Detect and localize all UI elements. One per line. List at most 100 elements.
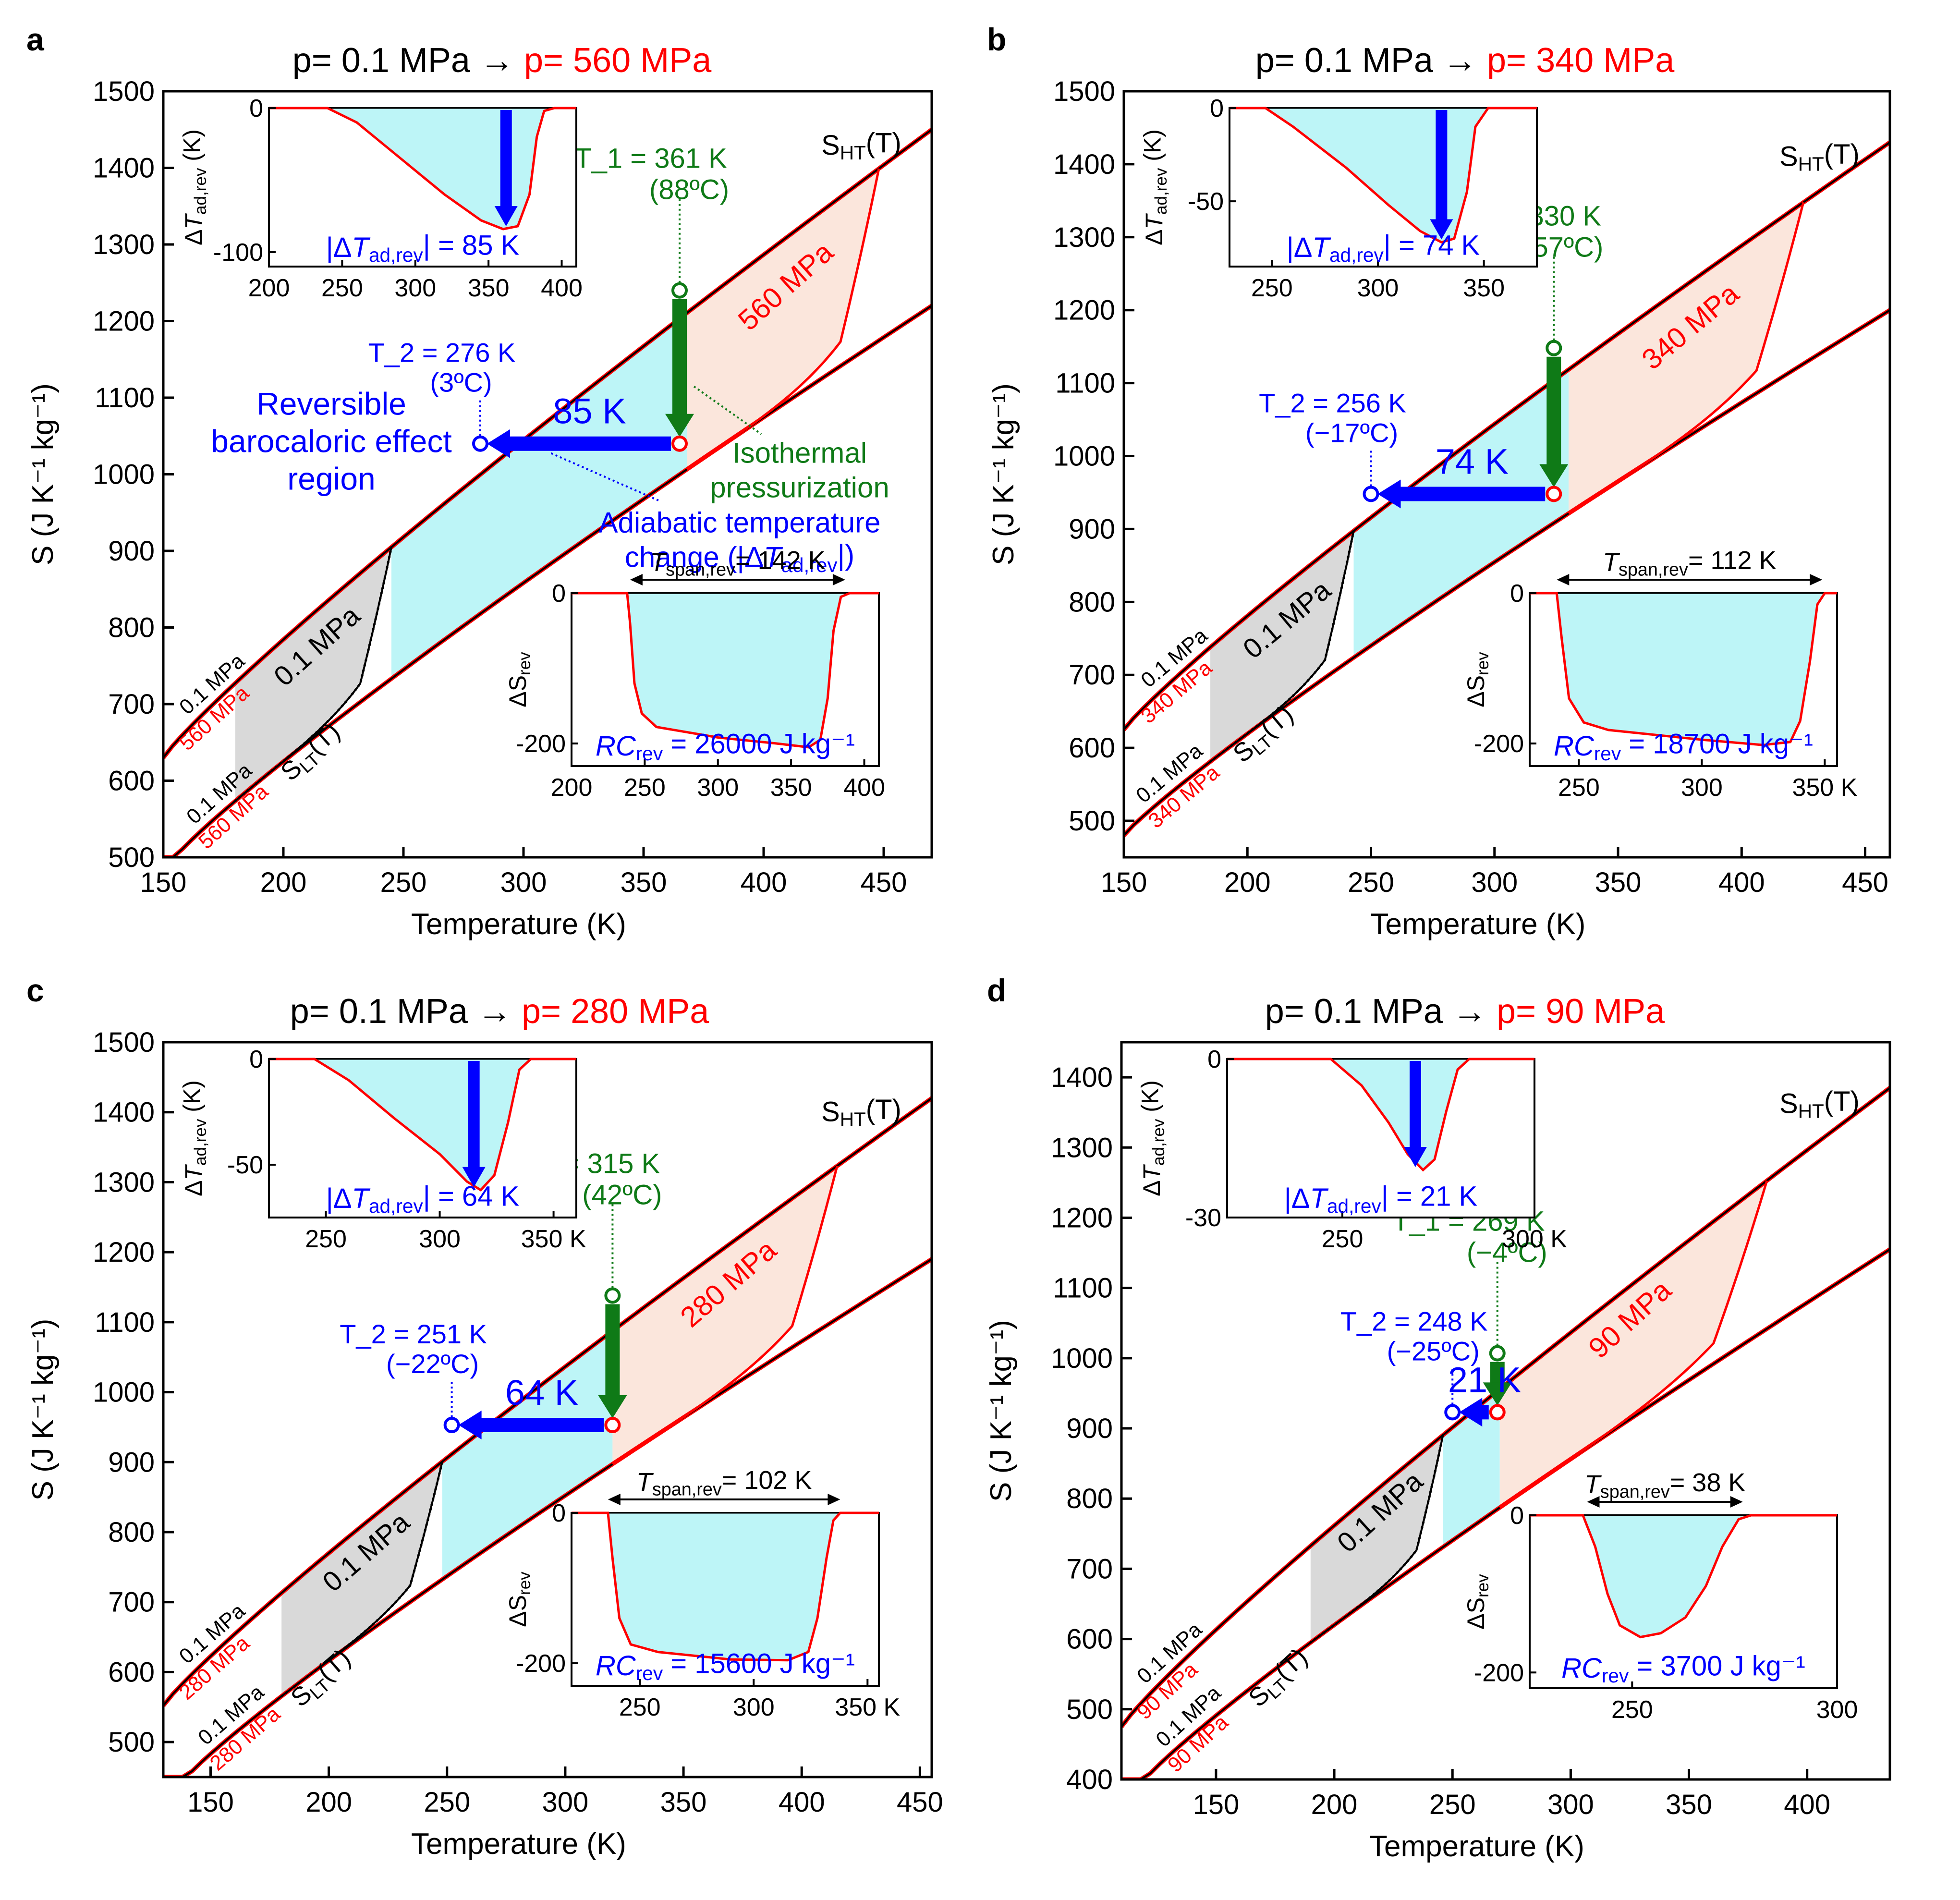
t1-celsius-label: (−4ºC) bbox=[1467, 1237, 1547, 1268]
inset-fill bbox=[1530, 593, 1837, 745]
t1-point bbox=[1546, 340, 1562, 356]
inset-x-tick-label: 350 bbox=[1463, 274, 1505, 302]
text-part: = 18700 J kg⁻¹ bbox=[1621, 729, 1813, 760]
inset-arrow-head bbox=[462, 1167, 486, 1187]
text-part: Δ bbox=[180, 1180, 207, 1196]
panel-c-plot: 150 200 250 300 350 400 450 500 600 700 800 900 1000… bbox=[26, 1027, 943, 1861]
isothermal-arrow-head bbox=[598, 1395, 627, 1419]
inset-y-tick-label: -100 bbox=[213, 239, 263, 267]
y-tick-label: 1500 bbox=[93, 76, 155, 107]
t2-label: T_2 = 251 K bbox=[340, 1319, 487, 1349]
text-subscript: span,rev bbox=[1619, 560, 1688, 580]
t2-celsius-label: (3ºC) bbox=[430, 367, 492, 398]
x-axis-label: Temperature (K) bbox=[411, 908, 626, 941]
text-part: Δ bbox=[1462, 1613, 1489, 1629]
y-tick-label: 800 bbox=[108, 612, 155, 644]
y-tick-label: 1200 bbox=[93, 306, 155, 337]
text-part: = 15600 J kg⁻¹ bbox=[663, 1648, 855, 1680]
pressurized-point bbox=[1546, 486, 1562, 502]
text-part: | = 21 K bbox=[1381, 1181, 1478, 1212]
y-tick-label: 500 bbox=[1066, 1694, 1113, 1725]
text-symbol: T bbox=[352, 232, 371, 263]
inset-curve bbox=[1530, 592, 1837, 746]
inset-x-tick-label: 250 bbox=[305, 1225, 347, 1253]
inset-y-tick-label: 0 bbox=[249, 95, 263, 122]
y-tick-label: 700 bbox=[1066, 1553, 1113, 1584]
text-symbol: T bbox=[180, 213, 207, 229]
x-tick-label: 400 bbox=[779, 1787, 825, 1818]
pressurized-point bbox=[1489, 1404, 1506, 1421]
y-tick-label: 1300 bbox=[93, 229, 155, 260]
text-part: (T) bbox=[866, 128, 901, 159]
pressurized-point bbox=[604, 1417, 621, 1434]
panel-d: d p= 0.1 MPa → p= 90 MPa bbox=[987, 973, 1665, 1031]
panel-title: p= 0.1 MPa → p= 280 MPa bbox=[290, 992, 709, 1031]
text-subscript: rev bbox=[1473, 1574, 1492, 1597]
x-axis-label: Temperature (K) bbox=[1369, 1830, 1584, 1863]
y-tick-label: 1100 bbox=[1055, 368, 1115, 399]
hysteresis-region-low-p bbox=[1210, 527, 1359, 762]
sht-curve bbox=[163, 129, 932, 758]
x-tick-label: 200 bbox=[1224, 867, 1271, 898]
hysteresis-region-high-p bbox=[1569, 199, 1809, 513]
y-tick-label: 500 bbox=[108, 842, 155, 873]
inset-x-tick-label: 200 bbox=[248, 274, 290, 302]
inset-x-tick-label: 250 bbox=[619, 1693, 661, 1721]
inset-curve bbox=[572, 592, 879, 749]
y-tick-label: 800 bbox=[1066, 1483, 1113, 1514]
title-low-pressure: p= 0.1 MPa → bbox=[292, 41, 524, 80]
adiabatic-arrow-head bbox=[458, 1411, 482, 1440]
inset-y-label: ΔSrev bbox=[1462, 1574, 1492, 1630]
y-tick-label: 1100 bbox=[1053, 1273, 1113, 1304]
inset-x-tick-label: 250 bbox=[1558, 774, 1600, 802]
text-symbol: S bbox=[1779, 1088, 1798, 1119]
t1-point bbox=[604, 1287, 621, 1304]
title-high-pressure: p= 340 MPa bbox=[1487, 41, 1675, 80]
y-tick-label: 400 bbox=[1066, 1764, 1113, 1795]
text-symbol: S bbox=[504, 1595, 531, 1611]
plot-body bbox=[1121, 1086, 1890, 1779]
y-tick-label: 700 bbox=[108, 689, 155, 720]
x-tick-label: 300 bbox=[500, 867, 547, 898]
transition-curve-high-p bbox=[686, 168, 880, 471]
y-tick-label: 1000 bbox=[93, 1377, 155, 1408]
text-subscript: ad,rev bbox=[781, 554, 838, 576]
span-arrow-left bbox=[1557, 574, 1570, 585]
adiabatic-arrow-head bbox=[487, 429, 510, 458]
isothermal-arrow-head bbox=[665, 414, 694, 437]
span-arrow-left bbox=[608, 1494, 621, 1505]
inset-x-tick-label: 250 bbox=[1322, 1225, 1363, 1253]
inset-fill bbox=[572, 593, 879, 747]
text-part: (K) bbox=[1136, 1080, 1163, 1119]
title-low-pressure: p= 0.1 MPa → bbox=[1265, 992, 1497, 1031]
text-symbol: S bbox=[1462, 1597, 1489, 1613]
text-part: | = 74 K bbox=[1384, 230, 1480, 261]
y-tick-label: 1400 bbox=[93, 1097, 155, 1128]
text-symbol: S bbox=[1462, 675, 1489, 691]
sht-curve bbox=[163, 1097, 932, 1706]
inset-curve bbox=[572, 1511, 879, 1662]
plot-frame bbox=[1120, 1041, 1891, 1781]
y-tick-label: 1200 bbox=[93, 1237, 155, 1268]
inset-delta-s: 200 250 300 350 400 0 -200 ΔSrev Tspan,rev= 142 … bbox=[504, 546, 885, 802]
inset-y-tick-label: 0 bbox=[552, 1499, 566, 1527]
inset-dt-label: |ΔTad,rev| = 64 K bbox=[326, 1181, 520, 1218]
t1-celsius-label: (42ºC) bbox=[582, 1179, 662, 1210]
text-subscript: rev bbox=[1602, 1665, 1629, 1687]
inset-x-tick-label: 350 K bbox=[521, 1225, 586, 1253]
text-part: = 26000 J kg⁻¹ bbox=[663, 729, 855, 760]
y-tick-label: 600 bbox=[1066, 1624, 1113, 1655]
text-part: (K) bbox=[178, 1080, 205, 1119]
t2-label: T_2 = 276 K bbox=[368, 338, 516, 368]
t2-point bbox=[472, 435, 488, 452]
inset-curve bbox=[1227, 1058, 1534, 1172]
y-tick-label: 900 bbox=[1069, 513, 1115, 545]
span-label: Tspan,rev= 38 K bbox=[1584, 1468, 1746, 1502]
x-tick-label: 200 bbox=[1311, 1789, 1358, 1820]
text-symbol: RC bbox=[1561, 1653, 1602, 1684]
inset-y-tick-label: -200 bbox=[1474, 730, 1524, 758]
